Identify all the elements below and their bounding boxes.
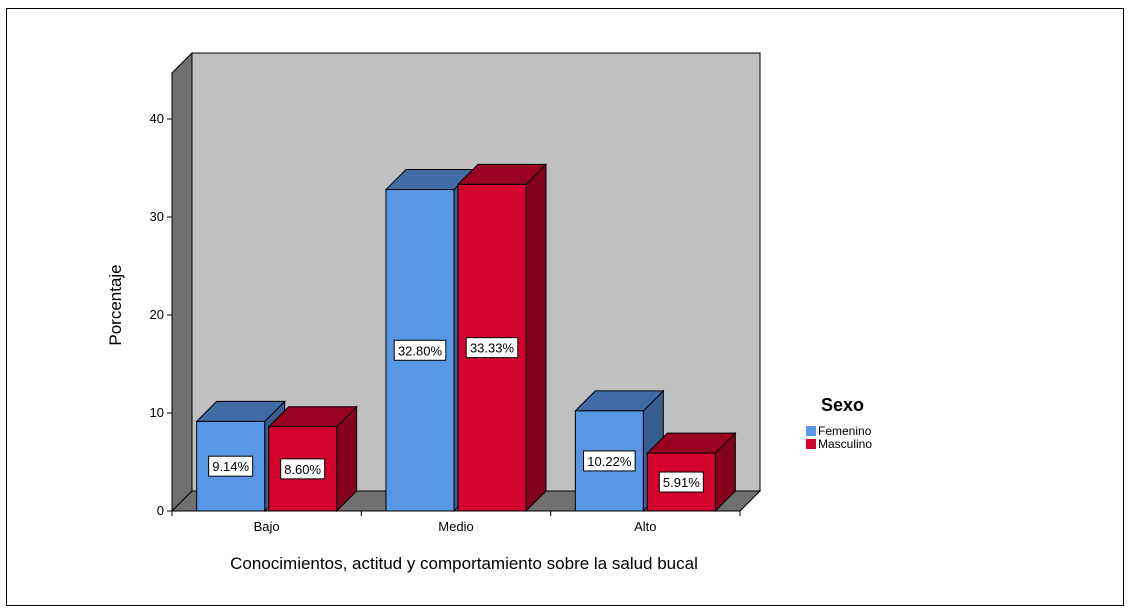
data-label-box [658,471,704,493]
y-tick-label: 20 [150,307,164,322]
data-label-text: 8.60% [284,462,321,477]
bar-chart: 0 10 20 30 40 Bajo Medio Alto 9.14% 8.60% 32.80%… [106,51,872,573]
y-tick-label: 10 [150,405,164,420]
data-label-masculino-bajo: 8.60% [280,458,326,480]
y-tick-label: 0 [157,503,164,518]
bar-femenino-alto [574,389,665,513]
x-tick-label: Bajo [254,519,280,534]
legend-swatch-masculino [806,439,816,449]
legend-swatch-femenino [806,426,816,436]
legend-title: Sexo [821,395,864,415]
data-label-box [583,450,636,472]
data-label-box [465,337,519,359]
data-label-box [280,458,326,480]
data-label-box [393,339,447,361]
data-label-text: 33.33% [470,341,515,356]
y-axis-title: Porcentaje [106,264,125,345]
data-label-text: 32.80% [398,343,443,358]
y-tick-label: 30 [150,209,164,224]
x-tick-label: Medio [438,519,473,534]
data-label-text: 5.91% [663,475,700,490]
data-label-masculino-alto: 5.91% [658,471,704,493]
data-labels: 9.14% 8.60% 32.80% 33.33% 10.22% 5.91% [208,337,704,493]
chart-frame: 0 10 20 30 40 Bajo Medio Alto 9.14% 8.60% 32.80%… [6,8,1124,606]
bar-side-face [525,163,547,513]
data-label-box [208,455,254,477]
data-label-femenino-alto: 10.22% [583,450,636,472]
y-axis: 0 10 20 30 40 [150,111,172,518]
legend-item-femenino: Femenino [818,424,872,438]
data-label-masculino-medio: 33.33% [465,337,519,359]
data-label-femenino-medio: 32.80% [393,339,447,361]
legend-item-masculino: Masculino [818,437,872,451]
x-axis-title: Conocimientos, actitud y comportamiento … [230,554,698,573]
side-wall [171,51,193,513]
data-label-text: 10.22% [587,454,632,469]
data-label-femenino-bajo: 9.14% [208,455,254,477]
y-tick-label: 40 [150,111,164,126]
x-axis: Bajo Medio Alto [171,511,741,534]
x-tick-label: Alto [634,519,656,534]
data-label-text: 9.14% [212,459,249,474]
